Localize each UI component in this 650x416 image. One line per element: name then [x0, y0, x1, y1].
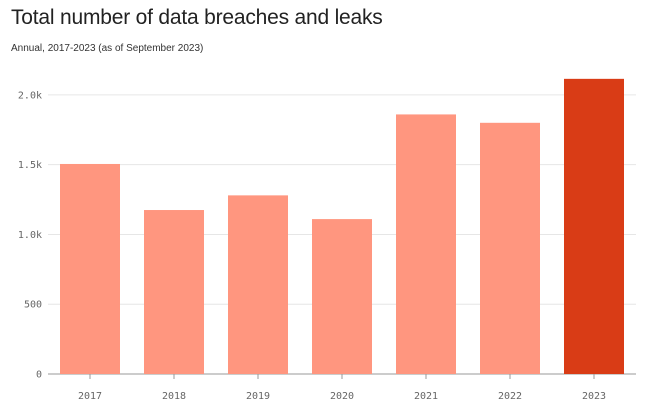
chart-title: Total number of data breaches and leaks	[11, 6, 383, 29]
bar-2018	[144, 210, 204, 374]
y-tick-label: 2.0k	[18, 90, 42, 101]
y-axis-ticks: 0 500 1.0k 1.5k 2.0k	[18, 90, 42, 380]
x-axis-ticks: 2017 2018 2019 2020 2021 2022 2023	[78, 374, 606, 402]
bar-2023	[564, 78, 624, 374]
bar-2019	[228, 195, 288, 374]
x-tick-label: 2019	[246, 391, 270, 402]
bar-2021	[396, 114, 456, 374]
y-tick-label: 1.0k	[18, 230, 42, 241]
x-tick-label: 2021	[414, 391, 438, 402]
x-tick-label: 2020	[330, 391, 354, 402]
x-tick-label: 2023	[582, 391, 606, 402]
bar-2017	[60, 163, 120, 374]
bar-2022	[480, 122, 540, 374]
y-tick-label: 0	[36, 370, 42, 381]
bar-2020	[312, 219, 372, 374]
chart-subtitle: Annual, 2017-2023 (as of September 2023)	[11, 43, 204, 54]
bars	[60, 78, 624, 374]
x-tick-label: 2017	[78, 391, 102, 402]
y-tick-label: 1.5k	[18, 160, 42, 171]
x-tick-label: 2022	[498, 391, 522, 402]
y-tick-label: 500	[24, 300, 42, 311]
x-tick-label: 2018	[162, 391, 186, 402]
